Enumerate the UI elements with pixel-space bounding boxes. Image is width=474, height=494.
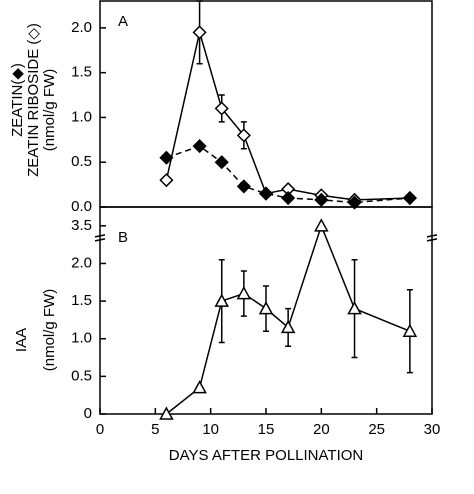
y-label: ZEATIN(◆) [9,63,26,137]
marker [192,25,207,40]
axis-break [94,234,106,238]
marker [159,173,174,188]
axis-break [426,234,438,238]
y-label: IAA [13,328,30,352]
marker [258,186,274,201]
y-label: ZEATIN RIBOSIDE (◇) [25,23,42,177]
marker [236,285,252,300]
y-tick-label: 2.0 [71,19,92,36]
y-tick-label: 0 [84,405,92,422]
marker [236,179,251,194]
x-tick-label: 30 [424,421,441,438]
panel-label: B [118,229,128,246]
marker [402,323,418,337]
y-tick-label: 0.5 [71,153,92,170]
marker [214,101,229,116]
marker [280,319,296,334]
x-tick-label: 15 [258,421,275,438]
marker [214,293,229,307]
y-tick-label: 1.0 [71,108,92,125]
y-tick-label: 0.5 [71,367,92,384]
marker [347,301,362,315]
marker [314,192,329,207]
marker [159,150,174,165]
y-tick-label: 0.0 [71,198,92,215]
marker [214,155,229,170]
y-label: (nmol/g FW) [41,69,58,152]
marker [402,190,417,206]
marker [192,380,207,394]
panel-label: A [118,13,128,30]
panel-frame [99,0,433,208]
y-tick-label: 2.0 [71,254,92,271]
y-tick-label: 1.5 [71,292,92,309]
marker [347,195,362,210]
axis-break [426,238,438,242]
axis-break [94,238,106,242]
marker [258,301,274,315]
marker [159,406,174,420]
x-tick-label: 0 [96,421,104,438]
x-tick-label: 20 [313,421,330,438]
x-tick-label: 5 [151,421,159,438]
y-tick-label: 3.5 [71,217,92,234]
x-tick-label: 10 [202,421,219,438]
marker [314,218,329,232]
marker [236,128,251,143]
marker [281,190,296,206]
y-label: (nmol/g FW) [41,289,58,372]
series-line [166,145,410,204]
x-label: DAYS AFTER POLLINATION [169,447,364,464]
y-tick-label: 1.5 [71,64,92,81]
x-tick-label: 25 [368,421,385,438]
series-line [165,32,410,201]
marker [192,139,207,154]
y-tick-label: 1.0 [71,330,92,347]
